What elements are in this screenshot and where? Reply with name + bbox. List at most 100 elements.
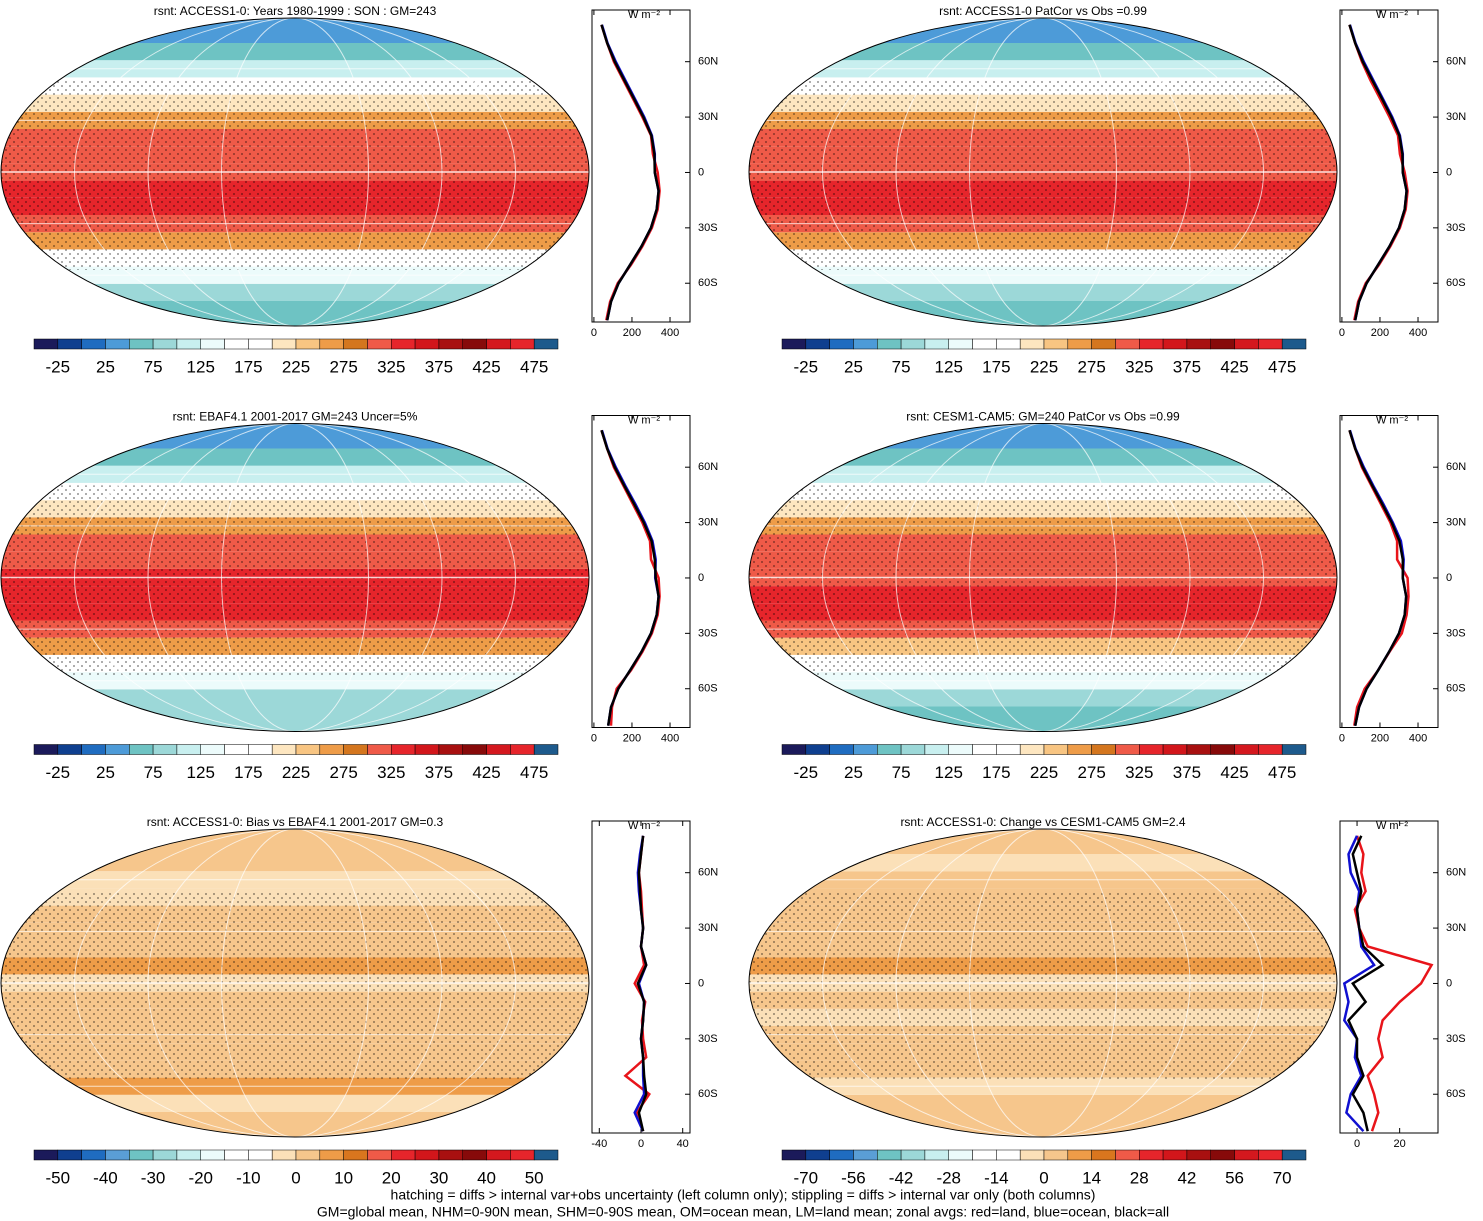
zonal-units: W m⁻² <box>1376 9 1408 21</box>
y-tick-label: 30N <box>698 111 718 123</box>
colorbar-label: 475 <box>520 763 548 782</box>
colorbar-box <box>152 744 178 755</box>
colorbar-box <box>1162 1149 1188 1161</box>
y-tick-label: 60N <box>698 867 718 879</box>
colorbar-box <box>924 338 949 350</box>
colorbar-label: 275 <box>329 357 357 376</box>
colorbar-box <box>1234 744 1259 755</box>
colorbar-box <box>438 744 463 755</box>
colorbar-label: 225 <box>282 357 310 376</box>
colorbar-box <box>781 1149 807 1161</box>
colorbar-label: -70 <box>794 1168 819 1187</box>
x-tick-label: 200 <box>623 327 641 339</box>
colorbar-label: 375 <box>425 357 453 376</box>
y-tick-label: 60N <box>1446 56 1466 68</box>
colorbar-label: 175 <box>234 763 262 782</box>
colorbar-label: 375 <box>425 763 453 782</box>
colorbar-box <box>1281 1149 1307 1161</box>
colorbar-box <box>367 744 392 755</box>
colorbar-box <box>1091 744 1116 755</box>
colorbar-box <box>176 1149 201 1161</box>
x-tick-label: 200 <box>623 732 641 744</box>
colorbar-box <box>176 338 201 350</box>
colorbar-box <box>81 338 106 350</box>
colorbar-box <box>57 744 82 755</box>
colorbar-box <box>414 1149 440 1161</box>
colorbar-label: -25 <box>46 357 71 376</box>
colorbar-box <box>200 744 225 755</box>
panel: rsnt: CESM1-CAM5: GM=240 PatCor vs Obs =… <box>748 410 1466 782</box>
colorbar-box <box>1043 338 1069 350</box>
map-band <box>1 448 589 466</box>
map-band <box>1 689 589 707</box>
graticule <box>895 829 1191 1137</box>
zonal-line <box>1347 835 1385 1132</box>
colorbar-box <box>152 338 178 350</box>
x-tick-label: 400 <box>661 732 679 744</box>
colorbar-box <box>1043 744 1069 755</box>
colorbar-box <box>972 744 997 755</box>
colorbar-label: -40 <box>93 1168 118 1187</box>
stippling <box>749 891 1337 1081</box>
y-tick-label: 0 <box>1446 572 1452 584</box>
map <box>1 423 589 732</box>
colorbar-label: -56 <box>841 1168 866 1187</box>
colorbar-box <box>295 338 321 350</box>
colorbar-box <box>129 338 154 350</box>
graticule <box>822 423 1264 732</box>
colorbar-label: 125 <box>935 763 963 782</box>
colorbar-label: -20 <box>188 1168 213 1187</box>
colorbar-label: 225 <box>1030 763 1058 782</box>
zonal-line <box>1353 835 1434 1132</box>
colorbar-box <box>462 1149 487 1161</box>
colorbar-label: 75 <box>144 357 163 376</box>
colorbar-label: 425 <box>1220 763 1248 782</box>
y-tick-label: 0 <box>698 166 704 178</box>
zonal-units: W m⁻² <box>628 820 660 832</box>
colorbar-label: 0 <box>1039 1168 1048 1187</box>
colorbar-label: 75 <box>892 357 911 376</box>
colorbar-label: 30 <box>429 1168 448 1187</box>
colorbar-box <box>33 338 59 350</box>
colorbar-box <box>81 1149 106 1161</box>
colorbar-label: 20 <box>382 1168 401 1187</box>
zonal-units: W m⁻² <box>628 414 660 426</box>
graticule <box>74 829 516 1137</box>
colorbar-box <box>948 338 973 350</box>
colorbar-box <box>1091 338 1116 350</box>
colorbar-label: 375 <box>1173 763 1201 782</box>
zonal-frame <box>1339 9 1439 323</box>
colorbar-box <box>271 1149 297 1161</box>
y-tick-label: 0 <box>1446 977 1452 989</box>
zonal-frame <box>1339 415 1439 728</box>
y-tick-label: 60S <box>1446 1088 1466 1100</box>
colorbar-box <box>129 1149 154 1161</box>
colorbar-box <box>829 1149 854 1161</box>
colorbar-box <box>271 338 297 350</box>
y-tick-label: 30N <box>1446 922 1466 934</box>
colorbar-box <box>877 744 902 755</box>
colorbar-box <box>996 744 1021 755</box>
graticule <box>969 829 1117 1137</box>
panel: rsnt: ACCESS1-0: Bias vs EBAF4.1 2001-20… <box>0 815 718 1187</box>
colorbar-box <box>33 1149 59 1161</box>
colorbar-box <box>1019 744 1045 755</box>
colorbar-box <box>781 338 807 350</box>
zonal-line <box>1348 24 1408 321</box>
colorbar-box <box>367 1149 392 1161</box>
panel-title: rsnt: CESM1-CAM5: GM=240 PatCor vs Obs =… <box>906 410 1180 424</box>
panel-title: rsnt: EBAF4.1 2001-2017 GM=243 Uncer=5% <box>173 410 418 424</box>
colorbar-box <box>1281 338 1307 350</box>
x-tick-label: -40 <box>591 1138 607 1150</box>
y-tick-label: 60S <box>1446 277 1466 289</box>
map-border <box>0 828 590 1138</box>
colorbar-label: 14 <box>1082 1168 1101 1187</box>
colorbar-label: 28 <box>1130 1168 1149 1187</box>
colorbar-label: -42 <box>889 1168 914 1187</box>
y-tick-label: 60S <box>698 683 718 695</box>
colorbar-box <box>248 338 273 350</box>
graticule <box>895 423 1191 732</box>
colorbar-box <box>533 1149 559 1161</box>
zonal-frame <box>591 9 691 323</box>
colorbar-box <box>414 338 440 350</box>
